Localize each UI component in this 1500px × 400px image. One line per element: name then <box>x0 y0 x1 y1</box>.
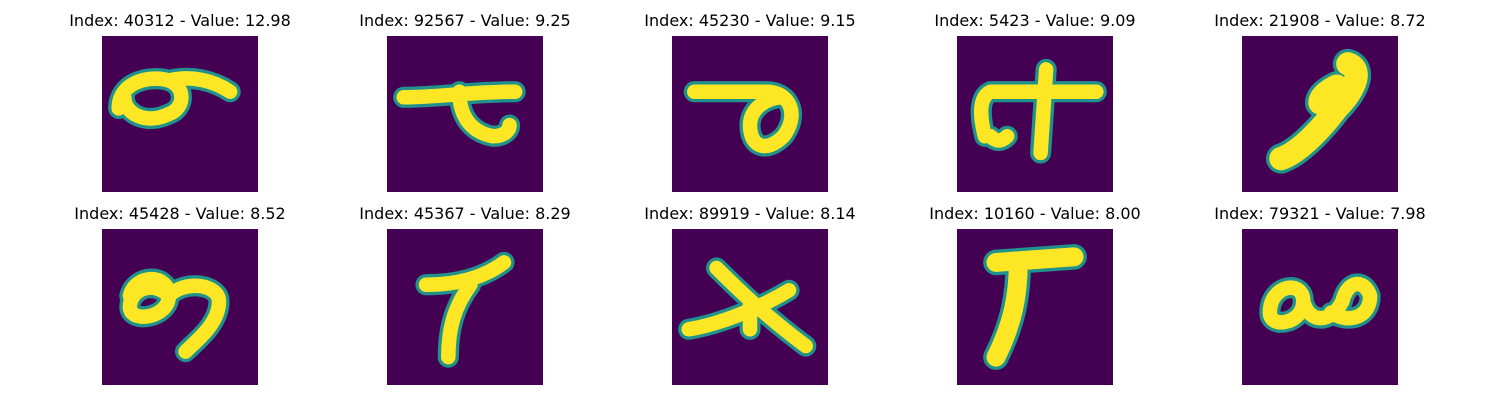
panel-title: Index: 89919 - Value: 8.14 <box>644 204 856 223</box>
image-panel: Index: 5423 - Value: 9.09 <box>905 12 1165 192</box>
panel-title: Index: 21908 - Value: 8.72 <box>1214 11 1426 30</box>
image-panel: Index: 89919 - Value: 8.14 <box>620 205 880 385</box>
glyph-stroke <box>681 260 813 354</box>
t-shape-glyph <box>957 229 1113 385</box>
panel-title: Index: 45367 - Value: 8.29 <box>359 204 571 223</box>
panel-title: Index: 45428 - Value: 8.52 <box>74 204 286 223</box>
glyph-image <box>102 36 258 192</box>
glyph-image <box>672 229 828 385</box>
bar-with-loop-glyph <box>672 36 828 192</box>
panel-title: Index: 40312 - Value: 12.98 <box>69 11 291 30</box>
panel-title: Index: 10160 - Value: 8.00 <box>929 204 1141 223</box>
image-panel: Index: 45230 - Value: 9.15 <box>620 12 880 192</box>
glyph-stroke <box>1262 276 1378 330</box>
glyph-stroke <box>122 272 227 359</box>
glyph-stroke <box>986 247 1084 367</box>
glyph-image <box>102 229 258 385</box>
panel-title: Index: 79321 - Value: 7.98 <box>1214 204 1426 223</box>
glyph-image <box>387 36 543 192</box>
glyph-stroke <box>396 84 523 144</box>
image-panel: Index: 10160 - Value: 8.00 <box>905 205 1165 385</box>
hook-glyph <box>387 36 543 192</box>
glyph-image <box>387 229 543 385</box>
glyph-image <box>1242 36 1398 192</box>
panel-title: Index: 45230 - Value: 9.15 <box>644 11 856 30</box>
image-panel: Index: 40312 - Value: 12.98 <box>50 12 310 192</box>
glyph-stroke <box>973 62 1104 161</box>
star-cross-glyph <box>672 229 828 385</box>
panel-title: Index: 5423 - Value: 9.09 <box>934 11 1136 30</box>
seven-like-glyph <box>387 229 543 385</box>
glyph-stroke <box>1269 52 1368 171</box>
image-panel: Index: 45428 - Value: 8.52 <box>50 205 310 385</box>
glyph-stroke <box>418 255 512 365</box>
panel-title: Index: 92567 - Value: 9.25 <box>359 11 571 30</box>
glyph-stroke <box>111 71 238 126</box>
glyph-image <box>1242 229 1398 385</box>
image-panel: Index: 79321 - Value: 7.98 <box>1190 205 1450 385</box>
glyph-image <box>957 36 1113 192</box>
glyph-stroke <box>687 84 799 154</box>
cross-hook-glyph <box>957 36 1113 192</box>
image-panel: Index: 45367 - Value: 8.29 <box>335 205 595 385</box>
image-panel: Index: 21908 - Value: 8.72 <box>1190 12 1450 192</box>
twin-loop-glyph <box>1242 229 1398 385</box>
double-loop-glyph <box>102 229 258 385</box>
image-panel: Index: 92567 - Value: 9.25 <box>335 12 595 192</box>
glyph-image <box>672 36 828 192</box>
thick-stroke-glyph <box>1242 36 1398 192</box>
glyph-image <box>957 229 1113 385</box>
loop-with-tail-glyph <box>102 36 258 192</box>
